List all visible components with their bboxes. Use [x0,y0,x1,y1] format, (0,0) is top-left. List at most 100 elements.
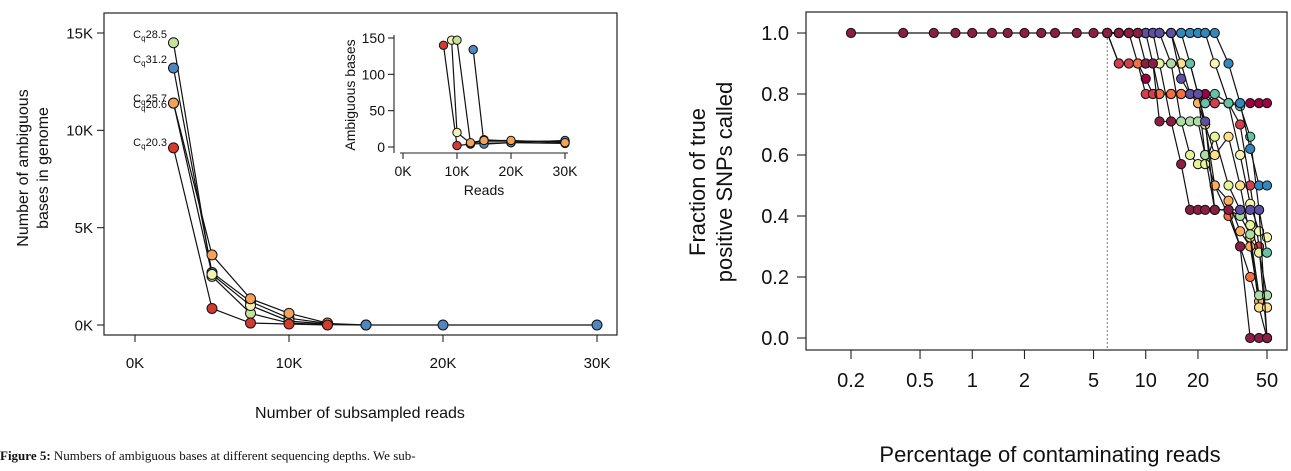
y-tick-label: 0.0 [761,328,789,350]
series-label-sub: q [141,104,145,113]
series-label-prefix: C [133,29,141,41]
data-point [437,319,449,331]
y-axis-title-line: bases in genome [35,107,52,229]
data-point [1102,27,1113,39]
plot-frame [805,11,1288,351]
y-axis-title: Number of ambiguous bases in genome [15,89,52,246]
data-point [168,62,179,74]
x-tick-label: 20 [1187,370,1209,392]
y-tick-label: 0.4 [761,206,789,228]
x-tick-label: 50 [1256,370,1278,392]
data-point [1200,159,1211,170]
data-point [1019,27,1030,39]
series-label-sub: q [141,98,145,107]
data-point [1261,332,1273,344]
data-point [1235,119,1246,130]
series-line-0 [172,42,367,326]
data-point [452,35,462,45]
series-label-value: 20.3 [146,137,167,149]
series-label-prefix: C [133,54,141,66]
x-axis-title: Number of subsampled reads [255,405,465,422]
inset-x-tick-label: 30K [553,163,579,179]
series-label: Cq31.2 [133,54,167,68]
data-point [452,140,462,151]
ambiguous-bases-chart: 0K 10K 20K 30K 0K 5K 10K 15K Number of subsample… [15,12,618,422]
series-label-value: 31.2 [146,54,167,66]
series-label-value: 28.5 [146,29,167,41]
x-tick-label: 0.2 [837,370,865,392]
series-label-sub: q [141,34,145,43]
data-point [1049,27,1061,39]
series-line-inset-3 [472,49,566,145]
inset-x-tick-label: 10K [445,163,471,179]
data-point [1123,27,1135,39]
data-point [1235,149,1246,161]
series-line-3 [172,102,328,324]
data-point [1209,131,1220,142]
data-point [1176,27,1187,39]
data-point [1113,58,1124,69]
data-point [928,27,939,39]
y-tick-label: 0.6 [761,145,789,167]
series-line-inset-2 [456,40,565,145]
series-label-prefix: C [133,137,141,149]
series-label-sub: q [141,59,145,68]
data-point [1140,73,1151,84]
x-tick-label: 10K [276,355,303,372]
data-point [1209,58,1220,69]
data-point [360,319,372,331]
data-point [1261,302,1273,313]
data-point [1165,88,1177,100]
data-point [1200,204,1211,215]
data-point [967,27,978,39]
data-point [1223,98,1234,109]
y-axis-title-line: positive SNPs called [712,82,737,283]
x-axis-title: Percentage of contaminating reads [879,442,1220,467]
data-point [1176,116,1187,127]
data-point [1223,180,1234,191]
data-point [1147,58,1159,69]
data-point [1209,27,1220,39]
data-point [1184,58,1196,69]
data-point [1223,204,1234,215]
data-point [1223,58,1234,69]
data-point [1209,98,1220,109]
data-point [1192,88,1204,100]
data-point [560,137,570,148]
data-point [283,318,295,330]
y-tick-label: 0.8 [761,84,789,106]
data-point [1261,180,1273,191]
data-point [1253,204,1265,215]
data-point [1245,241,1256,252]
data-point [1176,159,1187,170]
series-label-prefix: C [133,93,141,105]
series-label-value: 20.6 [146,99,167,111]
data-point [468,44,478,55]
series-label: Cq28.5 [133,29,167,43]
x-tick-label: 2 [1019,370,1030,392]
y-tick-label: 0K [75,317,93,334]
x-tick-label: 1 [967,370,978,392]
x-tick-label: 20K [430,355,457,372]
y-axis-title-line: Fraction of true [685,108,710,256]
data-point [1184,149,1196,161]
data-point [168,97,179,109]
data-point [1123,58,1135,69]
y-tick-label: 1.0 [761,23,789,45]
data-point [452,127,462,138]
series-label: Cq20.3 [133,137,167,151]
data-point [986,27,998,39]
snp-fraction-chart: 0.2 0.5 1 2 5 10 20 50 0.0 0.2 0.4 0.6 0.8 1.0 Percent… [685,11,1288,467]
data-point [1245,229,1256,240]
ambiguous-bases-inset-chart: 0K 10K 20K 30K 0 50 100 150 Reads Ambiguous bases [342,30,578,198]
x-tick-label: 10 [1135,370,1157,392]
data-point [283,307,295,319]
inset-y-tick-label: 150 [362,30,386,46]
y-tick-label: 0.2 [761,267,789,289]
data-point [1235,180,1246,191]
data-point [1036,27,1047,39]
data-point [950,27,961,39]
data-point [206,249,218,261]
data-point [1200,116,1211,127]
